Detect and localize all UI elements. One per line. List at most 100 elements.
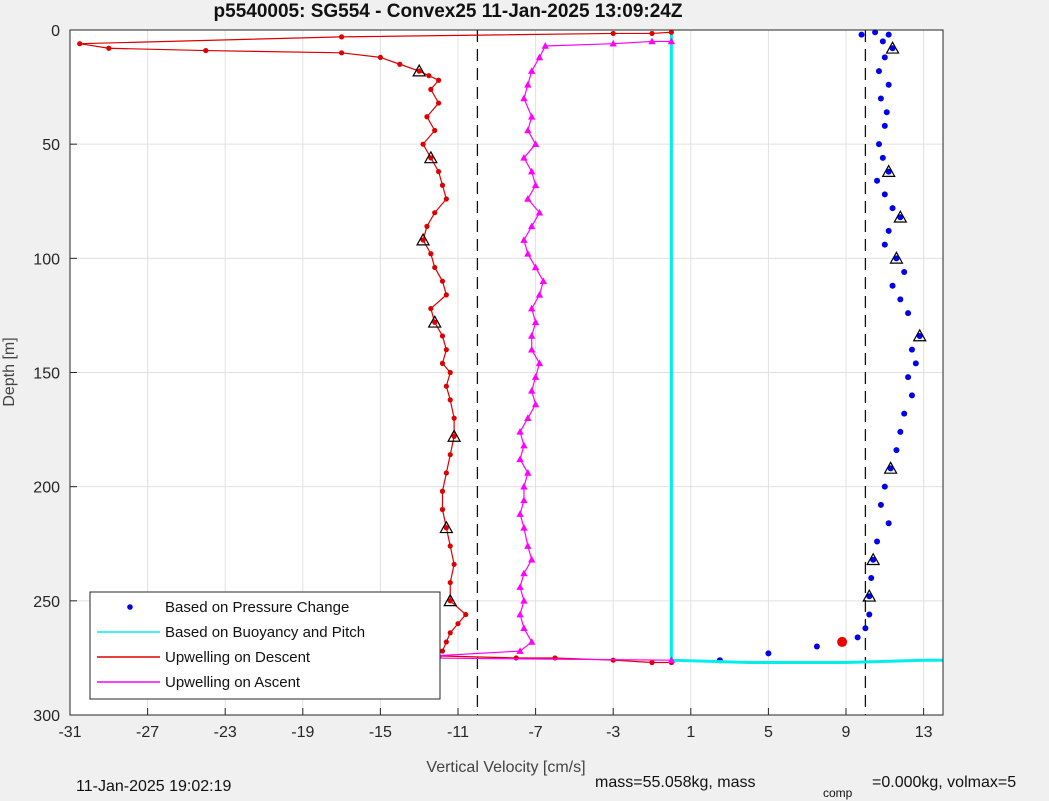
based-on-pressure-change-point <box>893 447 900 454</box>
y-tick-label: 0 <box>51 23 60 40</box>
based-on-pressure-change-point <box>889 45 896 52</box>
upwelling-on-descent-point <box>203 47 209 54</box>
pressure-direction-marker <box>889 251 904 264</box>
x-tick-label: -23 <box>214 724 237 741</box>
upwelling-on-descent-point <box>455 621 461 627</box>
upwelling-on-ascent-point <box>520 523 528 531</box>
upwelling-on-descent-point <box>339 34 345 40</box>
based-on-pressure-change-point <box>893 255 900 262</box>
based-on-buoyancy-and-pitch-line <box>669 34 943 664</box>
legend-entry: Based on Buoyancy and Pitch <box>165 624 365 641</box>
upwelling-on-ascent-point <box>535 208 544 216</box>
upwelling-on-ascent-point <box>524 542 532 549</box>
y-tick-label: 150 <box>33 366 60 383</box>
based-on-pressure-change-point <box>862 625 869 632</box>
upwelling-on-descent-point <box>443 292 449 298</box>
upwelling-on-descent-point <box>443 470 449 476</box>
based-on-pressure-change-point <box>897 428 904 435</box>
upwelling-on-ascent-point <box>528 555 536 563</box>
footer-mass: mass=55.058kg, mass <box>595 774 756 791</box>
upwelling-on-descent-point <box>451 433 457 440</box>
upwelling-on-descent-point <box>420 141 426 147</box>
upwelling-on-ascent-point <box>667 656 676 663</box>
x-tick-label: -11 <box>447 724 469 741</box>
based-on-pressure-change-point <box>885 31 892 38</box>
upwelling-on-ascent-point <box>531 318 540 326</box>
x-tick-label: -31 <box>58 724 81 741</box>
pressure-direction-marker <box>862 589 877 602</box>
upwelling-on-descent-point <box>436 100 442 106</box>
legend-box <box>89 591 441 700</box>
upwelling-on-descent-point <box>447 579 453 586</box>
upwelling-on-descent-point <box>377 54 383 61</box>
upwelling-on-ascent-point <box>516 647 524 654</box>
upwelling-on-ascent-point <box>528 386 536 394</box>
based-on-pressure-change-point <box>866 593 873 600</box>
based-on-pressure-change-point <box>879 154 886 161</box>
pressure-direction-marker <box>881 164 896 177</box>
upwelling-on-descent-point <box>447 543 453 549</box>
based-on-pressure-change-point <box>854 634 861 641</box>
x-tick-label: -19 <box>291 724 314 741</box>
pressure-direction-marker <box>912 328 927 342</box>
upwelling-on-descent-point <box>397 61 403 67</box>
based-on-pressure-change-point <box>868 575 875 581</box>
upwelling-on-ascent-point <box>520 624 528 632</box>
upwelling-on-descent-point <box>668 29 675 35</box>
upwelling-on-descent-point <box>339 50 345 56</box>
upwelling-on-ascent-point <box>648 37 656 45</box>
upwelling-on-descent-point <box>432 319 438 325</box>
upwelling-on-ascent-point <box>520 496 528 504</box>
based-on-pressure-change-point <box>908 392 915 399</box>
upwelling-on-ascent-point <box>528 67 536 74</box>
descent-direction-marker <box>447 429 462 442</box>
based-on-pressure-change-point <box>813 643 820 650</box>
x-tick-label: 9 <box>842 724 851 741</box>
upwelling-on-ascent-point <box>667 37 676 45</box>
upwelling-on-ascent-point <box>531 140 540 147</box>
upwelling-on-descent-point <box>426 73 432 79</box>
descent-direction-marker <box>423 150 438 164</box>
upwelling-on-descent-point <box>649 30 655 37</box>
upwelling-on-ascent-point <box>528 345 536 353</box>
descent-direction-marker <box>412 63 427 77</box>
upwelling-on-ascent-point <box>528 112 536 120</box>
based-on-pressure-change-point <box>872 29 879 36</box>
based-on-pressure-change-point <box>908 346 915 353</box>
upwelling-on-descent-point <box>439 333 446 339</box>
upwelling-on-ascent-point <box>516 583 524 590</box>
upwelling-on-ascent-point <box>524 414 532 421</box>
x-tick-label: -27 <box>136 724 159 741</box>
y-tick-label: 50 <box>42 137 60 154</box>
upwelling-on-descent-point <box>463 611 469 618</box>
upwelling-on-descent-point <box>428 155 434 161</box>
y-tick-label: 250 <box>33 594 60 611</box>
based-on-pressure-change-point <box>881 191 888 198</box>
based-on-pressure-change-point <box>885 81 892 88</box>
upwelling-on-ascent-point <box>541 42 549 49</box>
footer-comp-subscript: comp <box>823 786 853 800</box>
pressure-direction-marker <box>883 461 898 474</box>
based-on-pressure-change-point <box>881 54 888 61</box>
upwelling-on-ascent-point <box>528 167 536 175</box>
tick-labels: -31 -27 -23 -19 -15 -11 -7 -3 1 5 9 130501001502002… <box>33 23 932 741</box>
upwelling-on-descent-point <box>439 182 446 188</box>
upwelling-on-ascent-point <box>524 469 532 476</box>
based-on-pressure-change-point <box>901 269 908 276</box>
upwelling-on-descent-point <box>432 264 438 271</box>
chart-title: p5540005: SG554 - Convex25 11-Jan-2025 1… <box>214 1 683 22</box>
upwelling-on-descent-point <box>428 251 434 257</box>
based-on-pressure-change-point <box>897 296 904 303</box>
based-on-pressure-change-point <box>883 109 890 116</box>
footer-timestamp: 11-Jan-2025 19:02:19 <box>76 778 231 795</box>
upwelling-on-descent-point <box>439 506 446 513</box>
upwelling-on-ascent-point <box>535 359 544 367</box>
x-tick-label: 5 <box>764 724 773 741</box>
based-on-pressure-change-point <box>765 650 772 657</box>
legend-swatch <box>127 604 133 610</box>
pressure-direction-marker <box>885 41 900 54</box>
upwelling-on-ascent-point <box>520 569 528 577</box>
legend: Based on Pressure Change Based on Buoyanc… <box>89 591 441 700</box>
x-tick-label: -3 <box>606 724 620 741</box>
upwelling-on-descent-point <box>420 237 426 243</box>
